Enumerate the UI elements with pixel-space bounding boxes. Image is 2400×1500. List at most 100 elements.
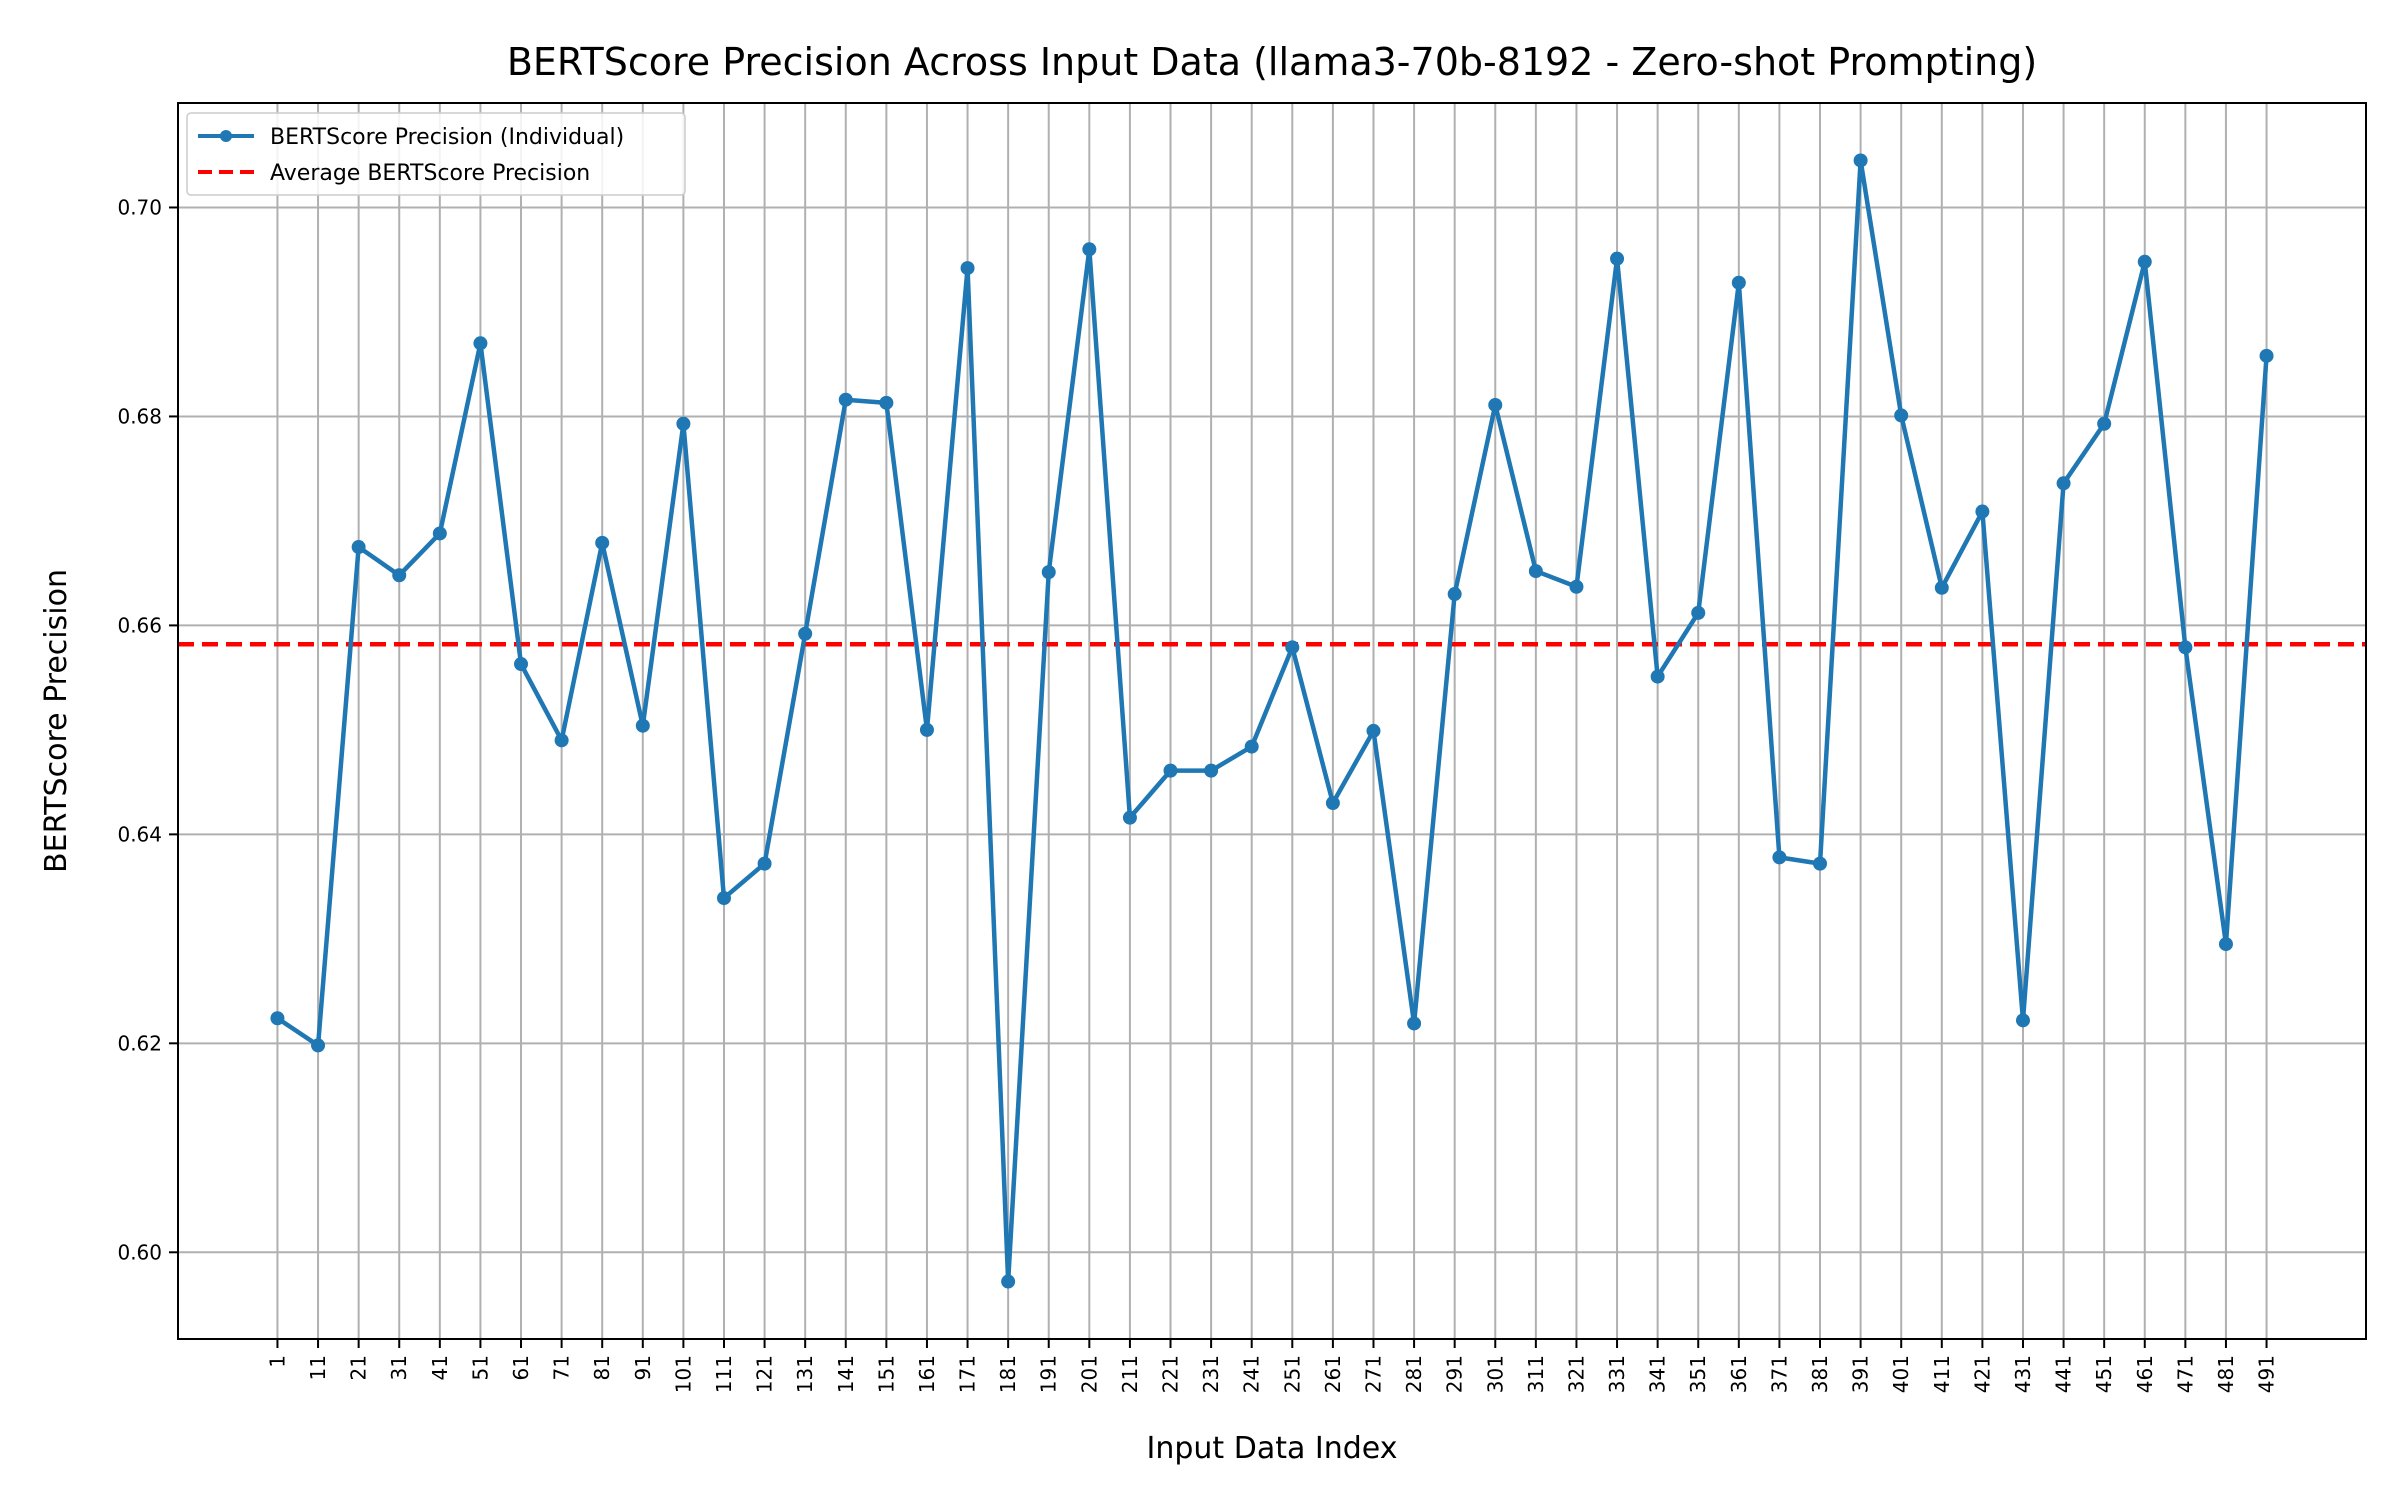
chart-title: BERTScore Precision Across Input Data (l… <box>507 40 2037 84</box>
data-point <box>1001 1274 1016 1289</box>
data-point <box>595 535 610 550</box>
x-tick-label: 371 <box>1767 1355 1791 1393</box>
x-tick-label: 221 <box>1159 1355 1183 1393</box>
legend-label-average: Average BERTScore Precision <box>270 161 590 186</box>
x-tick-label: 431 <box>2011 1355 2035 1393</box>
x-tick-label: 301 <box>1483 1355 1507 1393</box>
x-tick-label: 321 <box>1564 1355 1588 1393</box>
data-point <box>1691 605 1706 620</box>
x-tick-label: 481 <box>2214 1355 2238 1393</box>
data-point <box>1041 565 1056 580</box>
data-point <box>2015 1013 2030 1028</box>
data-point <box>2178 640 2193 655</box>
data-point <box>311 1038 326 1053</box>
x-tick-label: 401 <box>1889 1355 1913 1393</box>
data-point <box>1285 640 1300 655</box>
x-tick-label: 251 <box>1280 1355 1304 1393</box>
data-point <box>1366 723 1381 738</box>
x-tick-label: 341 <box>1646 1355 1670 1393</box>
x-tick-label: 81 <box>590 1355 614 1380</box>
x-tick-label: 71 <box>550 1355 574 1380</box>
data-point <box>1569 579 1584 594</box>
x-tick-label: 1 <box>265 1355 289 1368</box>
data-point <box>757 856 772 871</box>
x-tick-label: 201 <box>1077 1355 1101 1393</box>
data-point <box>554 733 569 748</box>
data-point <box>1934 580 1949 595</box>
x-tick-label: 141 <box>834 1355 858 1393</box>
x-tick-label: 291 <box>1443 1355 1467 1393</box>
x-tick-label: 111 <box>712 1355 736 1393</box>
data-point <box>1163 763 1178 778</box>
y-tick-label: 0.62 <box>117 1031 162 1055</box>
data-point <box>2137 254 2152 269</box>
data-point <box>1853 153 1868 168</box>
x-tick-label: 471 <box>2173 1355 2197 1393</box>
x-tick-label: 351 <box>1686 1355 1710 1393</box>
x-tick-label: 261 <box>1321 1355 1345 1393</box>
x-tick-label: 171 <box>956 1355 980 1393</box>
y-tick-label: 0.70 <box>117 195 162 219</box>
x-tick-label: 11 <box>306 1355 330 1380</box>
x-tick-label: 21 <box>347 1355 371 1380</box>
x-tick-label: 331 <box>1605 1355 1629 1393</box>
data-point <box>1813 856 1828 871</box>
data-point <box>1772 850 1787 865</box>
x-tick-label: 161 <box>915 1355 939 1393</box>
data-point <box>1122 810 1137 825</box>
y-axis-ticks: 0.60 0.62 0.64 0.66 0.68 0.70 <box>117 195 178 1264</box>
x-tick-label: 281 <box>1402 1355 1426 1393</box>
x-tick-label: 91 <box>631 1355 655 1380</box>
legend-marker-individual <box>220 130 232 142</box>
y-tick-label: 0.60 <box>117 1240 162 1264</box>
data-point <box>1650 669 1665 684</box>
legend-label-individual: BERTScore Precision (Individual) <box>270 125 624 150</box>
data-point <box>879 395 894 410</box>
x-tick-label: 461 <box>2133 1355 2157 1393</box>
x-tick-label: 311 <box>1524 1355 1548 1393</box>
data-point <box>1528 564 1543 579</box>
grid <box>178 103 2366 1339</box>
x-tick-label: 61 <box>509 1355 533 1380</box>
data-point <box>716 891 731 906</box>
data-point <box>1407 1016 1422 1031</box>
data-point <box>1204 763 1219 778</box>
data-point <box>432 526 447 541</box>
data-point <box>1244 739 1259 754</box>
data-point <box>1894 408 1909 423</box>
y-tick-label: 0.66 <box>117 613 162 637</box>
data-point <box>919 722 934 737</box>
x-tick-label: 151 <box>874 1355 898 1393</box>
x-tick-label: 191 <box>1037 1355 1061 1393</box>
data-point <box>392 568 407 583</box>
legend: BERTScore Precision (Individual) Average… <box>186 112 686 196</box>
x-tick-label: 491 <box>2255 1355 2279 1393</box>
data-point <box>1447 587 1462 602</box>
x-tick-label: 41 <box>428 1355 452 1380</box>
data-point <box>351 540 366 555</box>
x-axis-ticks: 1 11 21 31 41 51 61 71 81 91 101 111 121 131 141 151 161… <box>265 1339 2279 1393</box>
x-tick-label: 121 <box>753 1355 777 1393</box>
data-point <box>1975 504 1990 519</box>
x-tick-label: 381 <box>1808 1355 1832 1393</box>
data-point <box>1488 397 1503 412</box>
x-tick-label: 101 <box>671 1355 695 1393</box>
data-point <box>270 1011 285 1026</box>
data-point <box>1610 251 1625 266</box>
x-tick-label: 361 <box>1727 1355 1751 1393</box>
data-point <box>960 261 975 276</box>
data-point <box>2259 348 2274 363</box>
data-point <box>2218 937 2233 952</box>
data-point <box>473 336 488 351</box>
y-tick-label: 0.64 <box>117 822 162 846</box>
x-tick-label: 441 <box>2052 1355 2076 1393</box>
plot-frame <box>177 102 2367 1340</box>
legend-box <box>186 112 686 196</box>
data-point <box>635 718 650 733</box>
data-point <box>2097 416 2112 431</box>
x-axis-label: Input Data Index <box>1147 1431 1398 1466</box>
x-tick-label: 231 <box>1199 1355 1223 1393</box>
data-point <box>2056 476 2071 491</box>
x-tick-label: 451 <box>2092 1355 2116 1393</box>
